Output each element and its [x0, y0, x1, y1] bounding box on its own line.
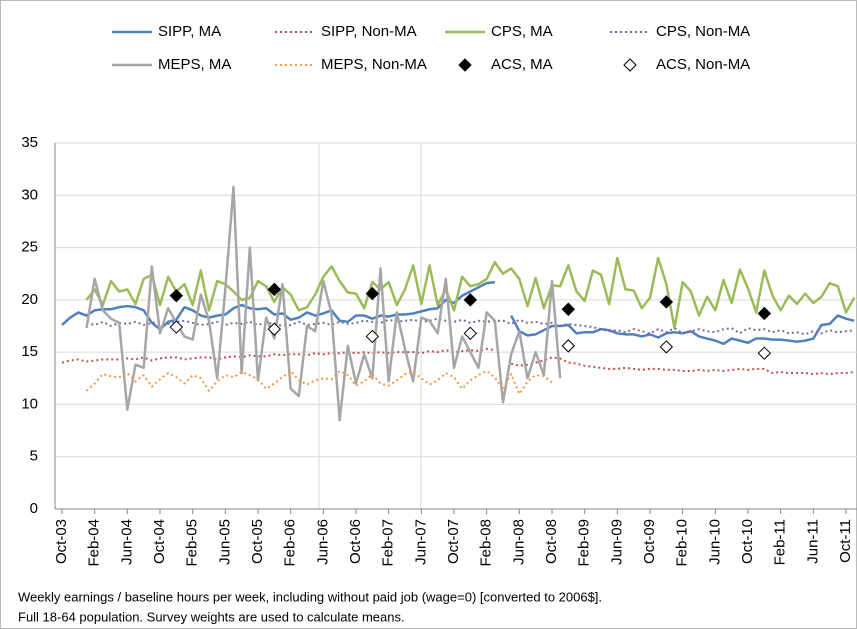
legend-label: MEPS, Non-MA	[321, 56, 427, 73]
data-point	[463, 326, 478, 341]
x-tick-label: Jun-11	[804, 519, 821, 564]
data-point	[757, 306, 772, 321]
data-point	[659, 340, 674, 354]
x-tick-label: Oct-08	[543, 519, 560, 564]
x-tick-label: Jun-07	[412, 519, 429, 565]
note: Weekly earnings / baseline hours per wee…	[18, 589, 602, 604]
legend-label: CPS, MA	[491, 23, 553, 40]
x-tick-label: Jun-09	[608, 519, 625, 565]
y-tick-label: 10	[21, 395, 38, 412]
legend-label: ACS, MA	[491, 56, 553, 73]
data-point	[365, 329, 380, 344]
x-tick-label: Oct-09	[641, 519, 658, 564]
y-tick-label: 5	[30, 448, 38, 465]
x-tick-label: Feb-05	[184, 519, 201, 567]
data-point	[757, 346, 772, 360]
legend-label: MEPS, MA	[158, 56, 231, 73]
data-point	[659, 295, 674, 309]
data-point	[463, 293, 478, 307]
y-tick-label: 25	[21, 239, 38, 256]
x-tick-label: Feb-06	[282, 519, 299, 567]
data-point	[267, 282, 282, 297]
series-line	[85, 369, 553, 395]
series-line	[85, 185, 562, 422]
y-tick-label: 15	[21, 343, 38, 360]
data-point	[267, 322, 282, 336]
x-tick-label: Oct-05	[249, 519, 266, 564]
x-tick-label: Oct-06	[347, 519, 364, 564]
series-line	[510, 314, 855, 346]
x-tick-label: Feb-08	[478, 519, 495, 567]
data-point	[169, 288, 184, 303]
x-tick-label: Jun-05	[216, 519, 233, 565]
series-line	[86, 317, 855, 336]
series-line	[510, 356, 855, 376]
data-point	[561, 339, 576, 353]
data-point	[169, 320, 184, 334]
x-tick-label: Oct-04	[151, 519, 168, 564]
y-tick-label: 0	[30, 500, 38, 517]
legend-label: CPS, Non-MA	[656, 23, 750, 40]
data-point	[561, 302, 576, 316]
x-tick-label: Feb-07	[380, 519, 397, 567]
x-tick-label: Feb-11	[772, 519, 789, 565]
x-tick-label: Feb-04	[86, 519, 103, 567]
note: Full 18-64 population. Survey weights ar…	[18, 609, 405, 624]
y-tick-label: 20	[21, 291, 38, 308]
series-line	[85, 256, 856, 330]
x-tick-label: Jun-04	[118, 519, 135, 565]
series-line	[61, 348, 495, 364]
x-tick-label: Feb-09	[576, 519, 593, 567]
x-tick-label: Feb-10	[674, 519, 691, 567]
legend-label: ACS, Non-MA	[656, 56, 750, 73]
y-tick-label: 35	[21, 134, 38, 151]
legend-label: SIPP, Non-MA	[321, 23, 417, 40]
x-tick-label: Oct-07	[445, 519, 462, 564]
legend-label: SIPP, MA	[158, 23, 221, 40]
data-point	[365, 286, 380, 301]
y-tick-label: 30	[21, 186, 38, 203]
x-tick-label: Jun-06	[314, 519, 331, 565]
legend-swatch	[623, 58, 637, 72]
legend-swatch	[458, 58, 472, 72]
x-tick-label: Jun-10	[706, 519, 723, 565]
x-tick-label: Jun-08	[510, 519, 527, 565]
x-tick-label: Oct-11	[837, 519, 854, 563]
x-tick-label: Oct-03	[53, 519, 70, 564]
x-tick-label: Oct-10	[739, 519, 756, 564]
